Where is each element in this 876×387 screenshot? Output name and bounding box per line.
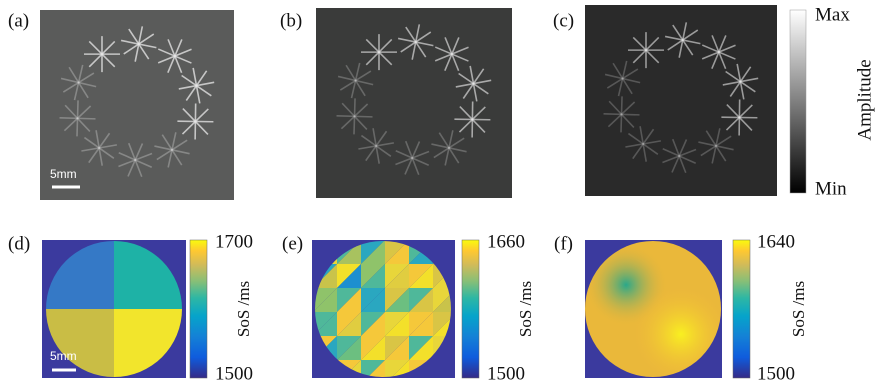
colorbar-label: SoS /ms bbox=[789, 281, 808, 337]
colorbar-max: Max bbox=[815, 4, 850, 25]
sos-colorbar bbox=[462, 240, 479, 378]
colorbar-max: 1700 bbox=[215, 231, 253, 252]
panel-label: (d) bbox=[8, 233, 30, 254]
scale-bar-label: 5mm bbox=[50, 167, 77, 181]
colorbar-label: SoS /ms bbox=[516, 281, 535, 337]
star-arm bbox=[454, 119, 490, 120]
image-b bbox=[316, 8, 512, 198]
scale-bar-label: 5mm bbox=[50, 349, 77, 363]
panel-label: (f) bbox=[554, 233, 573, 254]
colorbar-min: 1500 bbox=[215, 363, 253, 384]
sos-colorbar bbox=[190, 240, 207, 378]
figure: (a) (b) (c) 5mm Max Min Amplitude (d) (e… bbox=[0, 0, 876, 387]
panel-label: (c) bbox=[553, 10, 574, 31]
colorbar-max: 1660 bbox=[487, 231, 525, 252]
panel-label: (b) bbox=[280, 10, 302, 31]
colorbar-min: Min bbox=[815, 178, 847, 199]
sos-colorbar bbox=[733, 240, 750, 378]
panel-label: (a) bbox=[8, 10, 29, 31]
colorbar-min: 1500 bbox=[757, 363, 795, 384]
amplitude-colorbar bbox=[790, 10, 806, 193]
star-arm bbox=[177, 121, 213, 122]
colorbar-min: 1500 bbox=[487, 363, 525, 384]
star-arm bbox=[721, 117, 757, 118]
colorbar-max: 1640 bbox=[757, 231, 795, 252]
panel-label: (e) bbox=[282, 233, 303, 254]
colorbar-label: Amplitude bbox=[854, 59, 875, 140]
image-c bbox=[585, 5, 777, 196]
colorbar-label: SoS /ms bbox=[234, 281, 253, 337]
